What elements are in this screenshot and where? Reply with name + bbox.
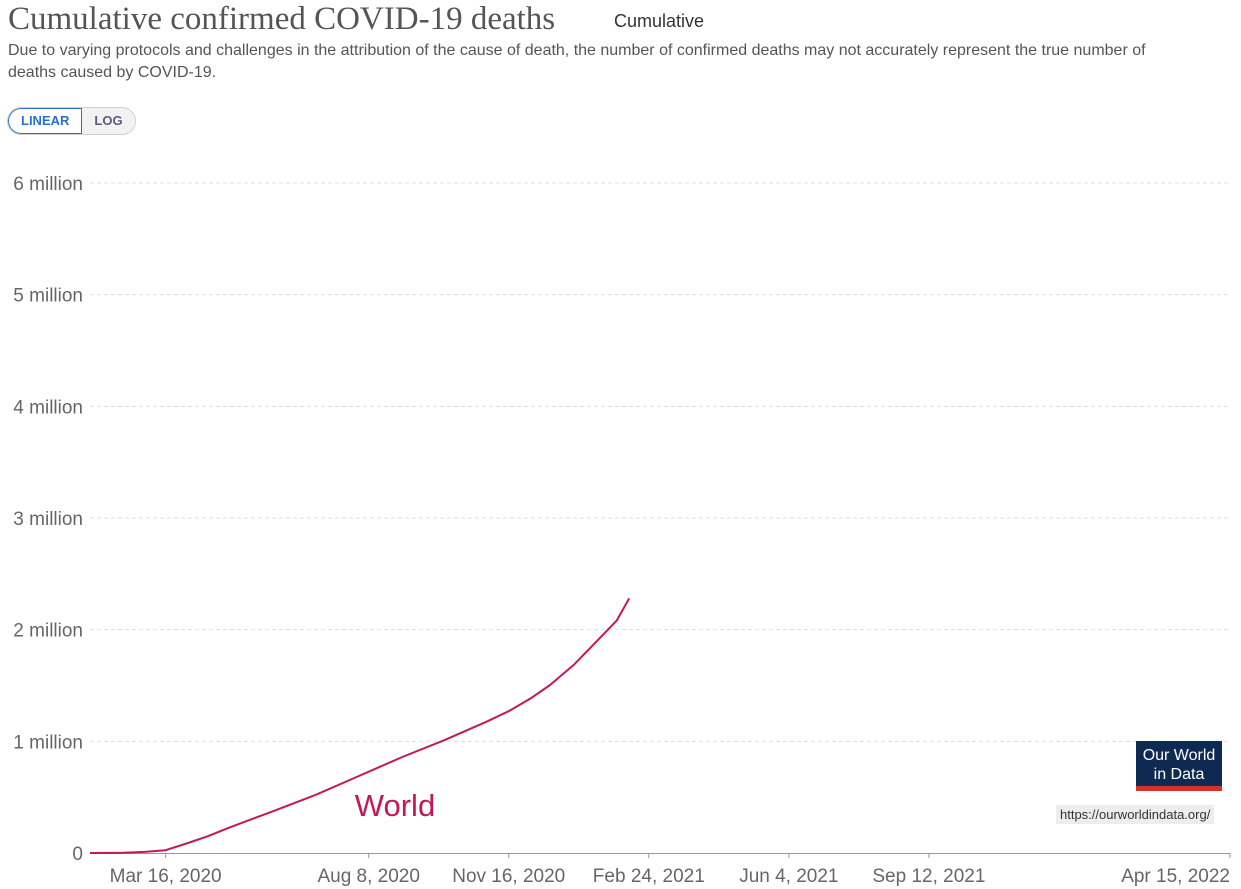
y-tick-label: 6 million xyxy=(13,174,83,195)
series-line-world[interactable] xyxy=(89,597,631,854)
x-tick-label: Jun 4, 2021 xyxy=(739,866,838,887)
scale-toggle: LINEAR LOG xyxy=(7,107,136,135)
chart-subtitle: Due to varying protocols and challenges … xyxy=(8,42,1146,81)
chart-title: Cumulative confirmed COVID-19 deaths xyxy=(8,1,556,37)
source-url-link[interactable]: https://ourworldindata.org/ xyxy=(1056,805,1215,824)
x-tick-label: Apr 15, 2022 xyxy=(1121,866,1230,887)
y-tick-label: 5 million xyxy=(13,286,83,307)
y-tick-label: 1 million xyxy=(13,732,83,753)
y-tick-label: 4 million xyxy=(13,397,83,418)
view-label: Cumulative xyxy=(614,11,705,31)
x-tick-label: Sep 12, 2021 xyxy=(872,866,985,887)
log-scale-button[interactable]: LOG xyxy=(94,113,123,128)
y-tick-label: 3 million xyxy=(13,509,83,530)
y-tick-label: 2 million xyxy=(13,621,83,642)
x-tick-label: Aug 8, 2020 xyxy=(317,866,419,887)
x-tick-label: Feb 24, 2021 xyxy=(593,866,705,887)
series-label-world: World xyxy=(355,788,435,823)
linear-scale-button[interactable]: LINEAR xyxy=(8,108,83,134)
owid-logo[interactable]: Our World in Data xyxy=(1136,741,1222,791)
x-tick-label: Nov 16, 2020 xyxy=(452,866,565,887)
x-tick-label: Mar 16, 2020 xyxy=(110,866,222,887)
y-tick-label: 0 xyxy=(72,844,83,865)
